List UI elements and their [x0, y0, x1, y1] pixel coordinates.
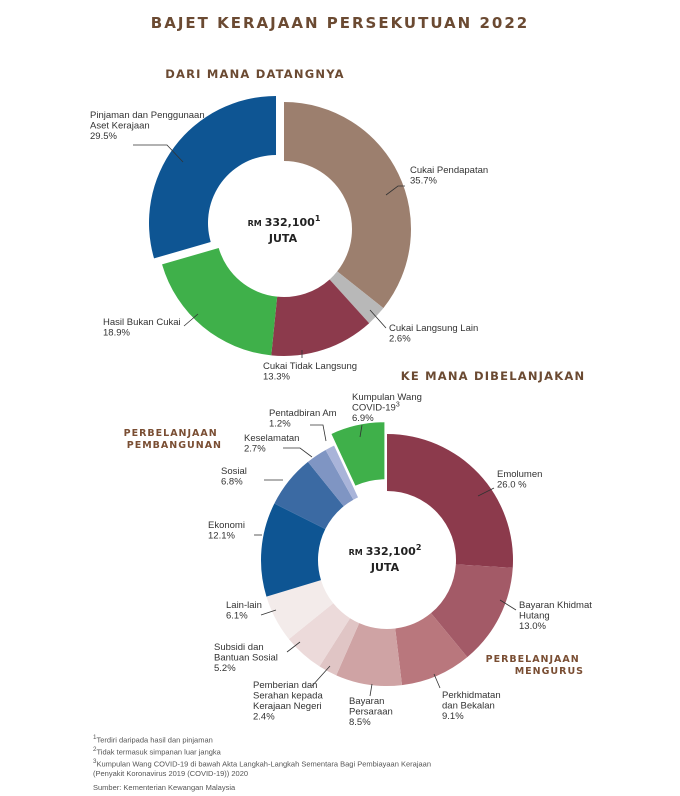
- revenue-slices: [149, 95, 411, 356]
- label-ekonomi: Ekonomi 12.1%: [208, 520, 245, 542]
- label-bayaran-persaraan: Bayaran Persaraan 8.5%: [349, 696, 393, 728]
- slice-lain-lain: [266, 580, 334, 640]
- slice-keselamatan: [307, 449, 354, 507]
- footnote-2: 2Tidak termasuk simpanan luar jangka: [93, 746, 221, 757]
- footnote-1: 1Terdiri daripada hasil dan pinjaman: [93, 734, 213, 745]
- label-emolumen: Emolumen 26.0 %: [497, 469, 542, 491]
- slice-perkhidmatan-dan-bekalan: [395, 613, 468, 686]
- leader-covid: [359, 424, 363, 438]
- footnote-3-cont: (Penyakit Koronavirus 2019 (COVID-19)) 2…: [93, 769, 249, 778]
- label-pentadbiran-am: Pentadbiran Am 1.2%: [269, 408, 337, 430]
- label-perkhidmatan-dan-bekalan: Perkhidmatan dan Bekalan 9.1%: [442, 690, 501, 722]
- label-bayaran-khidmat-hutang: Bayaran Khidmat Hutang 13.0%: [519, 600, 592, 632]
- expenditure-center-unit: JUTA: [370, 561, 400, 574]
- label-lain-lain: Lain-lain 6.1%: [226, 600, 262, 622]
- footnote-3: 3Kumpulan Wang COVID-19 di bawah Akta La…: [93, 758, 431, 769]
- revenue-center-unit: JUTA: [268, 232, 298, 245]
- budget-charts: DARI MANA DATANGNYA RM 332,1001 JUTA Cuka…: [90, 67, 593, 728]
- revenue-chart-title: DARI MANA DATANGNYA: [165, 67, 344, 81]
- leader-subsidi: [286, 641, 301, 653]
- leader-pentadbiran: [310, 424, 327, 442]
- label-subsidi-dan-bantuan-sosial: Subsidi dan Bantuan Sosial 5.2%: [214, 642, 278, 674]
- page-title: BAJET KERAJAAN PERSEKUTUAN 2022: [150, 14, 530, 32]
- expenditure-chart: KE MANA DIBELANJAKAN RM 332,1002 JUTA PER…: [124, 369, 593, 728]
- revenue-labels: Cukai Pendapatan 35.7% Cukai Langsung Lain…: [90, 110, 488, 383]
- revenue-center-value: RM 332,1001: [248, 214, 321, 229]
- leader-khidmat-hutang: [499, 599, 517, 611]
- leader-lain-lain: [260, 609, 277, 616]
- label-hasil-bukan-cukai: Hasil Bukan Cukai 18.9%: [103, 317, 181, 339]
- label-sosial: Sosial 6.8%: [221, 466, 247, 488]
- slice-pemberian-dan-serahan-kepada-kerajaan-negeri: [319, 618, 360, 676]
- label-cukai-tidak-langsung: Cukai Tidak Langsung 13.3%: [263, 361, 357, 383]
- group-title-mengurus: PERBELANJAAN MENGURUS: [486, 654, 584, 677]
- expenditure-center-label: RM 332,1002 JUTA: [349, 543, 422, 574]
- leader-hasil-bukan-cukai: [183, 313, 199, 327]
- expenditure-center-value: RM 332,1002: [349, 543, 422, 558]
- revenue-center-label: RM 332,1001 JUTA: [248, 214, 321, 245]
- label-cukai-langsung-lain: Cukai Langsung Lain 2.6%: [389, 323, 478, 345]
- leader-pinjaman: [133, 144, 184, 163]
- label-keselamatan: Keselamatan 2.7%: [244, 433, 299, 455]
- source-note: Sumber: Kementerian Kewangan Malaysia: [93, 782, 236, 792]
- slice-cukai-pendapatan: [284, 102, 411, 309]
- slice-bayaran-khidmat-hutang: [430, 564, 513, 658]
- leader-persaraan: [369, 683, 373, 697]
- expenditure-slices: [261, 422, 513, 687]
- expenditure-chart-title: KE MANA DIBELANJAKAN: [401, 369, 586, 383]
- slice-emolumen: [387, 434, 513, 568]
- slice-pinjaman-dan-penggunaan-aset-kerajaan: [149, 95, 277, 259]
- group-title-pembangunan: PERBELANJAAN PEMBANGUNAN: [124, 428, 222, 451]
- footnotes: 1Terdiri daripada hasil dan pinjaman 2Ti…: [93, 733, 653, 792]
- label-cukai-pendapatan: Cukai Pendapatan 35.7%: [410, 165, 488, 187]
- slice-ekonomi: [261, 503, 326, 597]
- slice-kumpulan-wang-covid-19: [331, 422, 385, 486]
- label-pemberian-dan-serahan-kepada-kerajaan-negeri: Pemberian dan Serahan kepada Kerajaan Nege…: [253, 680, 323, 723]
- slice-sosial: [274, 461, 344, 530]
- leader-perkhidmatan: [433, 673, 441, 689]
- leader-emolumen: [477, 487, 495, 497]
- leader-cukai-langsung-lain: [369, 309, 387, 329]
- slice-hasil-bukan-cukai: [162, 247, 278, 356]
- label-kumpulan-wang-covid-19: Kumpulan Wang COVID-193 6.9%: [352, 392, 422, 424]
- label-pinjaman-dan-penggunaan-aset-kerajaan: Pinjaman dan Penggunaan Aset Kerajaan 29.5…: [90, 110, 205, 142]
- leader-keselamatan: [283, 447, 313, 458]
- slice-bayaran-persaraan: [336, 623, 403, 687]
- expenditure-labels: Emolumen 26.0 % Bayaran Khidmat Hutang 13.0%…: [208, 392, 592, 728]
- slice-subsidi-dan-bantuan-sosial: [288, 603, 351, 667]
- slice-pentadbiran-am: [325, 445, 359, 500]
- leader-cukai-pendapatan: [385, 185, 405, 196]
- revenue-chart: DARI MANA DATANGNYA RM 332,1001 JUTA Cuka…: [90, 67, 488, 383]
- slice-cukai-tidak-langsung: [271, 279, 370, 356]
- leader-pemberian: [311, 665, 331, 687]
